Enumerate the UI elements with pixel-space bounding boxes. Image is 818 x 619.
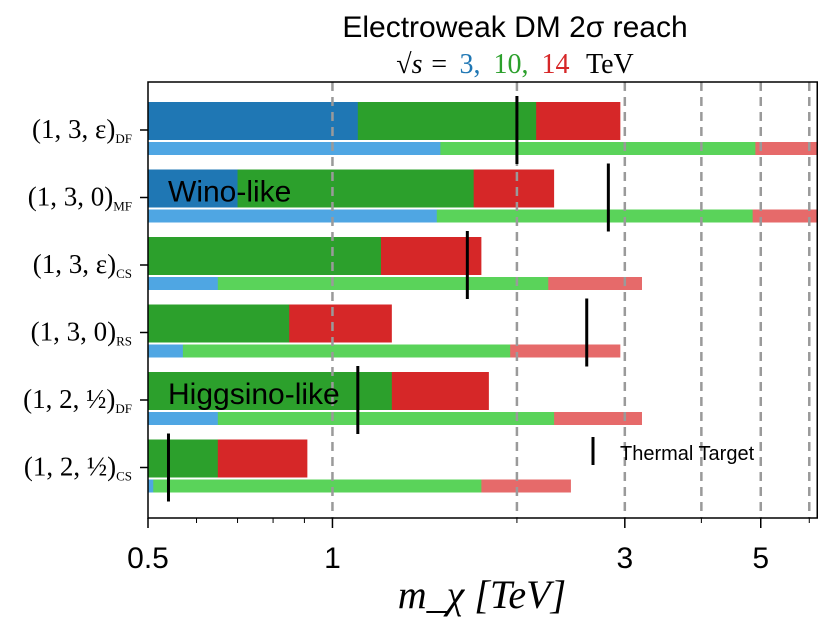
- y-category-label: (1, 3, 0)MF: [28, 182, 132, 214]
- bar-thin: [148, 344, 183, 358]
- x-ticks: 0.5 1 3 5: [127, 518, 810, 575]
- x-axis-label: m_χ [TeV]: [398, 572, 566, 617]
- bar-thin: [148, 412, 555, 425]
- annotations: Wino-like Higgsino-like: [168, 176, 340, 412]
- x-tick-label: 3: [616, 542, 633, 575]
- bar-thin: [148, 277, 549, 290]
- energy-14: 14: [541, 49, 569, 80]
- bar-thin: [148, 344, 511, 358]
- bar-main: [148, 439, 218, 478]
- bar-main: [148, 237, 381, 275]
- x-tick-label: 1: [324, 542, 341, 575]
- annotation-label: Higgsino-like: [168, 378, 340, 411]
- x-tick-label: 0.5: [127, 542, 169, 575]
- bar-thin: [148, 142, 441, 155]
- y-category-label: (1, 3, 0)RS: [31, 317, 132, 349]
- bar-main: [148, 169, 238, 208]
- bars-main: [148, 102, 621, 478]
- gridlines: [331, 82, 811, 518]
- y-category-labels: (1, 3, ε)DF (1, 3, 0)MF (1, 3, ε)CS (1, 3, …: [23, 114, 148, 484]
- y-category-label: (1, 2, ½)CS: [24, 452, 132, 484]
- energy-subtitle: √s = 3, 10, 14 TeV: [396, 49, 633, 80]
- bar-main: [148, 102, 358, 140]
- chart-title: Electroweak DM 2σ reach: [342, 11, 687, 44]
- bar-thin: [148, 479, 154, 493]
- thermal-target-legend-label: Thermal Target: [620, 443, 755, 465]
- y-category-label: (1, 3, ε)DF: [32, 114, 132, 146]
- x-tick-label: 5: [752, 542, 769, 575]
- y-category-label: (1, 2, ½)DF: [23, 384, 132, 416]
- annotation-label: Wino-like: [168, 176, 291, 209]
- energy-10: 10,: [493, 49, 528, 80]
- bar-thin: [148, 479, 482, 493]
- energy-3: 3,: [459, 49, 480, 80]
- thermal-target-marks: [166, 96, 610, 502]
- energy-prefix: √s =: [396, 49, 448, 80]
- bar-main: [148, 372, 392, 410]
- bars-thin: [148, 142, 818, 493]
- bar-thin: [148, 412, 218, 425]
- bar-main: [148, 304, 290, 343]
- bar-thin: [148, 209, 437, 223]
- y-category-label: (1, 3, ε)CS: [33, 249, 132, 281]
- axes-frame: [147, 81, 818, 519]
- bar-thin: [148, 277, 218, 290]
- energy-unit: TeV: [586, 49, 634, 80]
